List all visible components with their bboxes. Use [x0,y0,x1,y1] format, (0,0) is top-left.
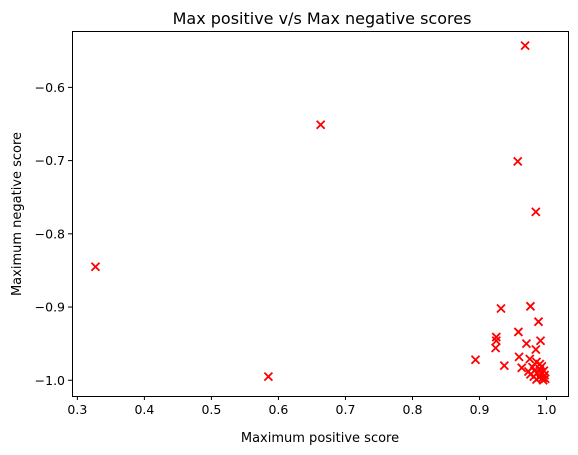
data-point-marker [514,352,524,362]
x-tick-label: 0.5 [201,402,221,417]
data-point-marker [470,355,481,365]
y-tick-label: −0.9 [35,300,65,315]
x-tick-label: 0.3 [67,402,87,417]
data-point-marker [525,354,535,364]
data-point-marker [531,344,541,355]
data-point-marker [531,207,541,217]
data-point-marker [538,375,548,385]
data-point-marker [491,336,501,346]
data-point-marker [535,336,546,346]
y-tick-label: −0.8 [35,226,65,241]
x-tick-label: 0.9 [470,402,490,417]
plot-area-frame [72,31,569,397]
data-point-marker [513,327,524,337]
data-point-marker [263,371,274,382]
data-point-marker [490,343,501,353]
data-point-marker [513,156,523,166]
data-point-marker [491,332,501,342]
x-tick-label: 0.4 [134,402,154,417]
y-axis-ticks: −0.6 −0.7 −0.8 −0.9 −1.0 [35,80,72,388]
x-axis-label: Maximum positive score [241,431,399,446]
y-axis-label: Maximum negative score [10,132,25,296]
data-points [90,41,550,385]
x-tick-label: 0.8 [403,402,423,417]
chart-title: Max positive v/s Max negative scores [173,9,472,28]
data-point-marker [533,317,544,327]
data-point-marker [496,303,506,314]
x-axis-ticks: 0.3 0.4 0.5 0.6 0.7 0.8 0.9 1.0 [67,396,557,417]
data-point-marker [520,41,530,51]
data-point-marker [525,301,536,311]
data-point-marker [90,262,101,272]
x-tick-label: 1.0 [537,402,557,417]
y-tick-label: −0.6 [35,80,65,95]
data-point-marker [499,360,509,371]
data-point-marker [316,120,326,130]
data-point-marker [517,363,527,373]
y-tick-label: −0.7 [35,153,65,168]
x-tick-label: 0.6 [268,402,288,417]
data-point-marker [521,339,532,349]
x-tick-label: 0.7 [336,402,356,417]
y-tick-label: −1.0 [35,373,65,388]
